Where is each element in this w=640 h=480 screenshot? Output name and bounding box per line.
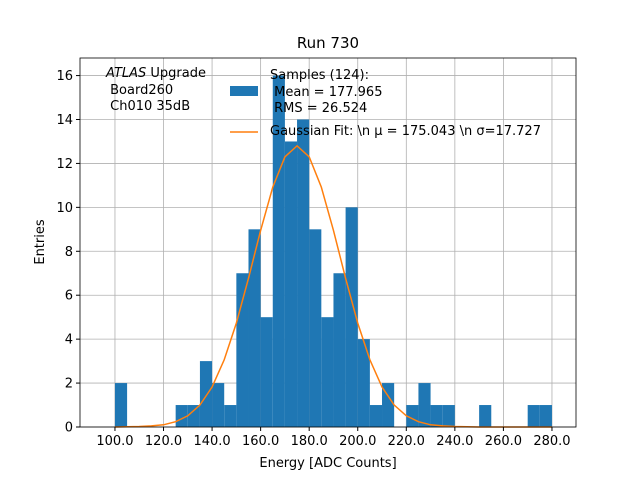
bar — [260, 317, 273, 427]
y-tick-label: 16 — [56, 69, 73, 84]
annotation-emphasis: ATLAS — [106, 66, 147, 81]
bar — [406, 405, 419, 427]
legend-key — [230, 86, 258, 96]
x-tick-label: 200.0 — [339, 434, 376, 449]
legend-label: Gaussian Fit: \n μ = 175.043 \n σ=17.727 — [270, 123, 541, 139]
bar — [418, 383, 431, 427]
bar — [187, 405, 200, 427]
legend-entry: Gaussian Fit: \n μ = 175.043 \n σ=17.727 — [230, 124, 541, 141]
bar — [212, 383, 225, 427]
legend-entry: Samples (124): Mean = 177.965 RMS = 26.5… — [230, 68, 541, 118]
bar — [527, 405, 540, 427]
bar — [224, 405, 237, 427]
y-tick-label: 2 — [65, 377, 73, 392]
x-tick-label: 120.0 — [145, 434, 182, 449]
chart-title: Run 730 — [297, 34, 359, 52]
bar — [345, 207, 358, 427]
bar — [199, 361, 213, 427]
x-tick-label: 140.0 — [193, 434, 230, 449]
bar — [236, 273, 249, 427]
x-tick-label: 100.0 — [96, 434, 133, 449]
bar — [248, 229, 261, 427]
y-tick-label: 14 — [56, 113, 73, 128]
bar — [539, 405, 552, 427]
y-tick-label: 8 — [65, 245, 73, 260]
x-tick-label: 280.0 — [533, 434, 570, 449]
annotation: ATLAS Upgrade Board260 Ch010 35dB — [106, 66, 206, 116]
y-tick-label: 4 — [65, 333, 73, 348]
y-tick-label: 10 — [56, 201, 73, 216]
x-axis-label: Energy [ADC Counts] — [259, 456, 396, 471]
legend-swatch — [230, 86, 258, 96]
bar — [309, 229, 322, 427]
y-axis-label: Entries — [33, 219, 48, 265]
x-tick-label: 220.0 — [388, 434, 425, 449]
bar — [333, 273, 346, 427]
bar — [114, 383, 128, 427]
legend: Samples (124): Mean = 177.965 RMS = 26.5… — [230, 68, 541, 146]
x-tick-label: 240.0 — [436, 434, 473, 449]
bar — [479, 405, 492, 427]
plot-frame — [79, 57, 577, 428]
bar — [442, 405, 455, 427]
bar — [382, 383, 395, 427]
y-tick-label: 6 — [65, 289, 73, 304]
x-tick-label: 260.0 — [485, 434, 522, 449]
bar — [369, 405, 383, 427]
legend-key — [230, 130, 258, 133]
bar — [430, 405, 443, 427]
y-tick-label: 0 — [65, 421, 73, 436]
bar — [357, 339, 370, 427]
bar — [175, 405, 188, 427]
bar — [297, 119, 310, 427]
bar — [321, 317, 334, 427]
bar — [284, 141, 298, 427]
y-tick-label: 12 — [56, 157, 73, 172]
annotation-text: Upgrade Board260 Ch010 35dB — [110, 66, 206, 114]
x-tick-label: 180.0 — [291, 434, 328, 449]
legend-label: Samples (124): Mean = 177.965 RMS = 26.5… — [270, 68, 383, 116]
x-tick-label: 160.0 — [242, 434, 279, 449]
